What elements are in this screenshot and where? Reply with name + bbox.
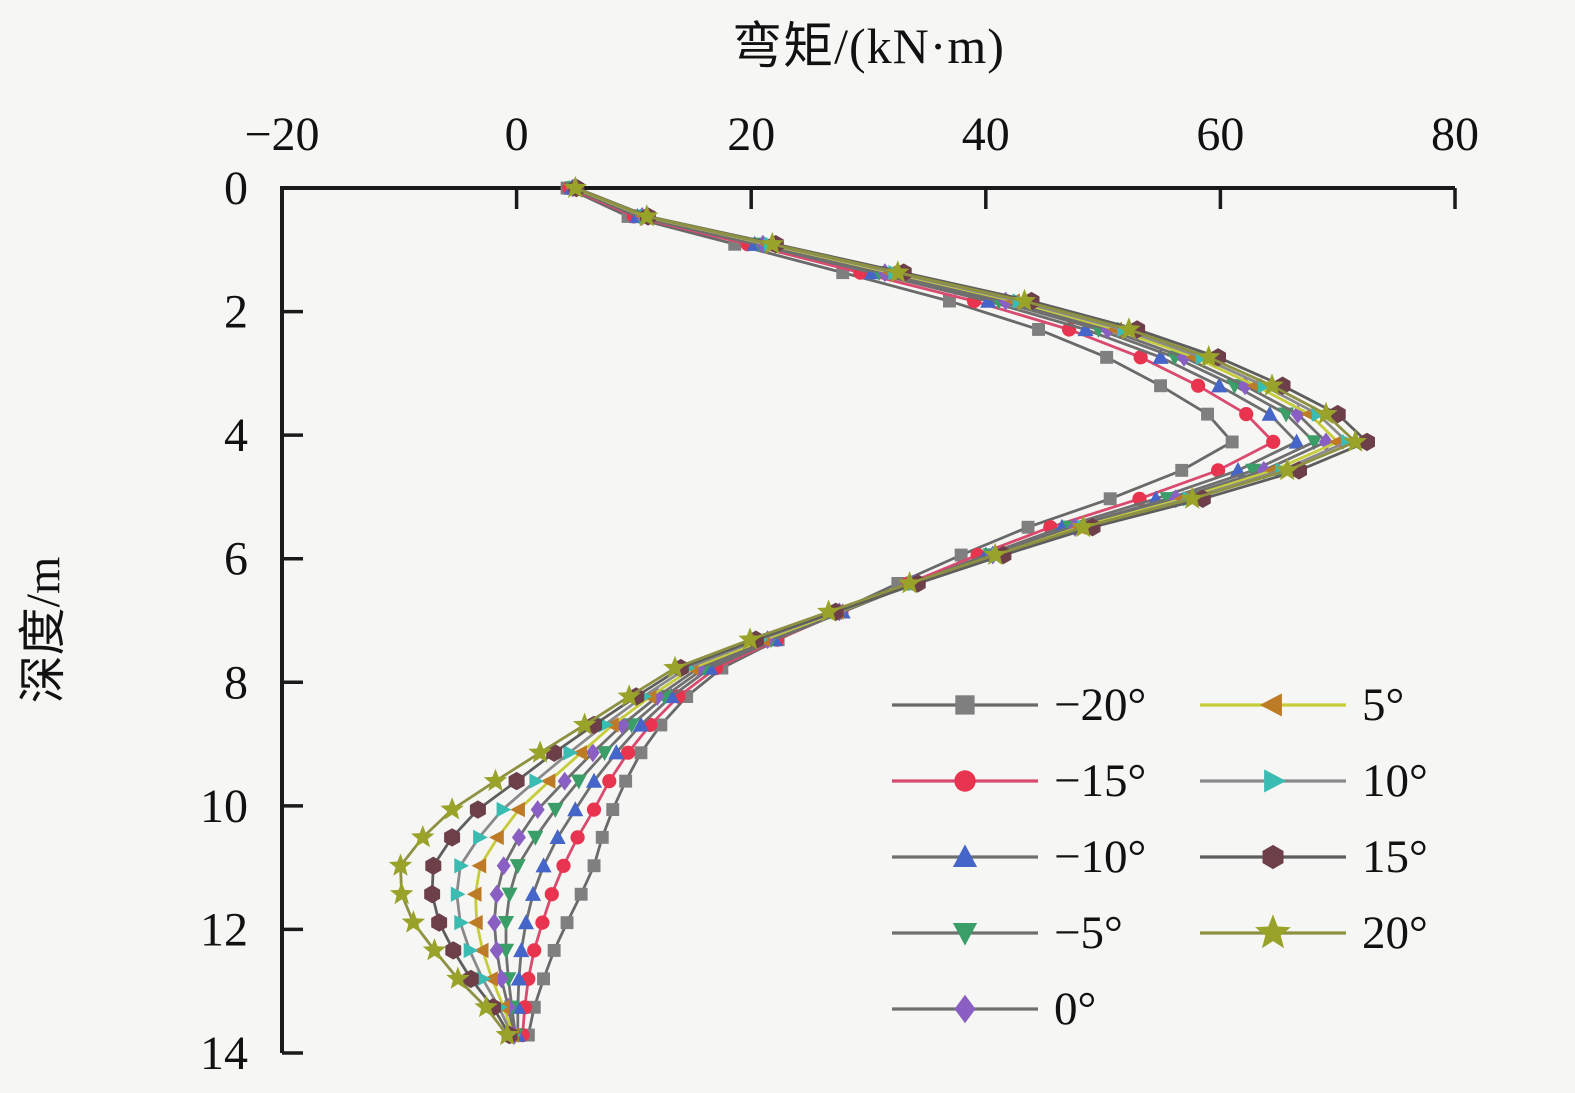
svg-text:2: 2	[224, 286, 248, 339]
x-axis-title: 弯矩/(kN·m)	[732, 18, 1005, 74]
svg-text:20: 20	[727, 108, 775, 161]
svg-text:6: 6	[224, 533, 248, 586]
svg-text:80: 80	[1431, 108, 1479, 161]
svg-text:12: 12	[200, 903, 248, 956]
svg-text:60: 60	[1196, 108, 1244, 161]
svg-text:4: 4	[224, 409, 248, 462]
svg-text:−20: −20	[244, 108, 319, 161]
svg-text:14: 14	[200, 1027, 248, 1080]
svg-text:8: 8	[224, 656, 248, 709]
svg-text:40: 40	[962, 108, 1010, 161]
svg-text:0: 0	[505, 108, 529, 161]
svg-text:0: 0	[224, 162, 248, 215]
svg-text:10: 10	[200, 780, 248, 833]
